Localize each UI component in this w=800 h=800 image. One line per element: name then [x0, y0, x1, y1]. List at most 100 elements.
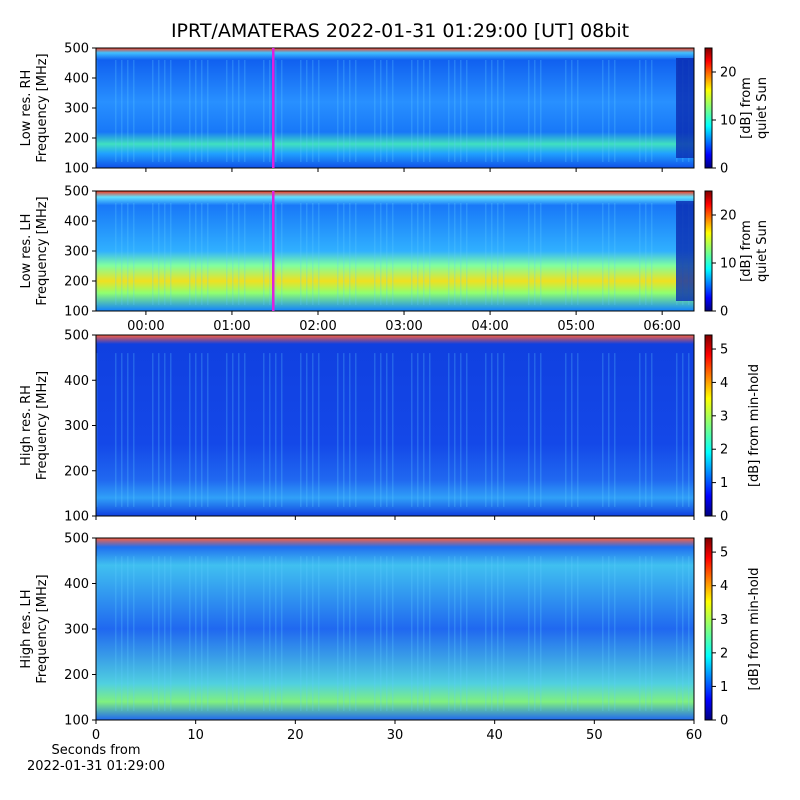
spectrogram-streak — [571, 353, 573, 507]
spectrogram-streak — [337, 556, 339, 711]
spectrogram-streak — [201, 556, 203, 711]
spectrogram-streak — [355, 203, 357, 305]
colorbar-tick-label: 0 — [720, 162, 728, 177]
colorbar — [704, 47, 713, 169]
spectrogram-streak — [417, 353, 419, 507]
spectrogram — [96, 538, 694, 720]
spectrogram-streak — [602, 203, 604, 305]
colorbar — [704, 334, 713, 517]
colorbar-tick-label: 5 — [720, 546, 728, 561]
spectrogram-streak — [423, 353, 425, 507]
spectrogram-streak — [96, 60, 98, 162]
spectrogram-streak — [497, 60, 499, 162]
colorbar-label: [dB] fromquiet Sun — [739, 220, 770, 282]
spectrogram-streak — [133, 556, 135, 711]
spectrogram-streak — [244, 556, 246, 711]
spectrogram-streak — [96, 556, 98, 711]
spectrogram-streak — [466, 353, 468, 507]
spectrogram-streak — [275, 353, 277, 507]
spectrogram-streak — [374, 60, 376, 162]
spectrogram-streak — [349, 60, 351, 162]
y-tick-label: 200 — [64, 668, 89, 683]
spectrogram-streak — [485, 60, 487, 162]
spectrogram-streak — [269, 203, 271, 305]
spectrogram-streak — [170, 556, 172, 711]
x-tick-label: 06:00 — [643, 319, 680, 334]
spectrogram-streak — [497, 203, 499, 305]
spectrogram-streak — [485, 556, 487, 711]
spectrogram-streak — [571, 60, 573, 162]
x-tick-label: 50 — [586, 728, 603, 743]
spectrogram-streak — [300, 353, 302, 507]
spectrogram-streak — [355, 353, 357, 507]
spectrogram-streak — [343, 203, 345, 305]
spectrogram-streak — [639, 60, 641, 162]
x-tick-label: 0 — [92, 728, 100, 743]
spectrogram-streak — [226, 353, 228, 507]
spectrogram-streak — [503, 353, 505, 507]
spectrogram-streak — [460, 203, 462, 305]
spectrogram-streak — [386, 203, 388, 305]
spectrogram-streak — [281, 60, 283, 162]
spectrogram-streak — [170, 60, 172, 162]
spectrogram-streak — [528, 203, 530, 305]
spectrogram-streak — [454, 60, 456, 162]
spectrogram-streak — [306, 556, 308, 711]
y-axis-label: High res. LHFrequency [MHz] — [19, 574, 50, 683]
spectrogram-streak — [189, 556, 191, 711]
spectrogram-streak — [392, 353, 394, 507]
spectrogram-streak — [380, 556, 382, 711]
spectrogram-streak — [645, 353, 647, 507]
spectrogram-streak — [300, 60, 302, 162]
spectrogram-streak — [318, 203, 320, 305]
spectrogram-streak — [682, 353, 684, 507]
spectrogram-streak — [127, 353, 129, 507]
spectrogram-streak — [645, 203, 647, 305]
spectrogram-streak — [676, 353, 678, 507]
spectrogram-streak — [651, 353, 653, 507]
spectrogram-streak — [614, 203, 616, 305]
y-axis-label: Low res. LHFrequency [MHz] — [19, 196, 50, 305]
spectrogram-streak — [244, 60, 246, 162]
x-tick-label: 02:00 — [299, 319, 336, 334]
spectrogram-streak — [608, 353, 610, 507]
spectrogram-streak — [602, 60, 604, 162]
spectrogram-streak — [386, 353, 388, 507]
spectrogram-streak — [133, 203, 135, 305]
spectrogram-streak — [386, 556, 388, 711]
x-tick-label: 04:00 — [471, 319, 508, 334]
spectrogram-streak — [534, 353, 536, 507]
colorbar — [704, 537, 713, 721]
spectrogram-streak — [565, 556, 567, 711]
spectrogram-streak — [269, 60, 271, 162]
spectrogram-streak — [528, 353, 530, 507]
spectrogram-streak — [577, 556, 579, 711]
spectrogram-streak — [127, 203, 129, 305]
y-tick-label: 100 — [64, 510, 89, 525]
spectrogram-streak — [170, 203, 172, 305]
spectrogram-streak — [429, 353, 431, 507]
spectrogram-streak — [300, 556, 302, 711]
spectrogram-streak — [269, 353, 271, 507]
spectrogram-streak — [386, 60, 388, 162]
y-tick-label: 500 — [64, 185, 89, 200]
x-tick-label: 20 — [287, 728, 304, 743]
spectrogram-streak — [195, 60, 197, 162]
spectrogram-streak — [355, 60, 357, 162]
spectrogram-streak — [460, 353, 462, 507]
colorbar-tick-label: 3 — [720, 613, 728, 628]
spectrogram-streak — [374, 203, 376, 305]
y-tick-label: 400 — [64, 577, 89, 592]
spectrogram-streak — [337, 353, 339, 507]
spectrogram-edge — [676, 58, 694, 158]
y-tick-label: 300 — [64, 419, 89, 434]
spectrogram-streak — [565, 60, 567, 162]
spectrogram-streak — [152, 60, 154, 162]
spectrogram-streak — [688, 556, 690, 711]
spectrogram-streak — [380, 60, 382, 162]
spectrogram-streak — [466, 60, 468, 162]
y-tick-label: 500 — [64, 532, 89, 547]
spectrogram-streak — [448, 203, 450, 305]
colorbar-tick-label: 20 — [720, 66, 737, 81]
